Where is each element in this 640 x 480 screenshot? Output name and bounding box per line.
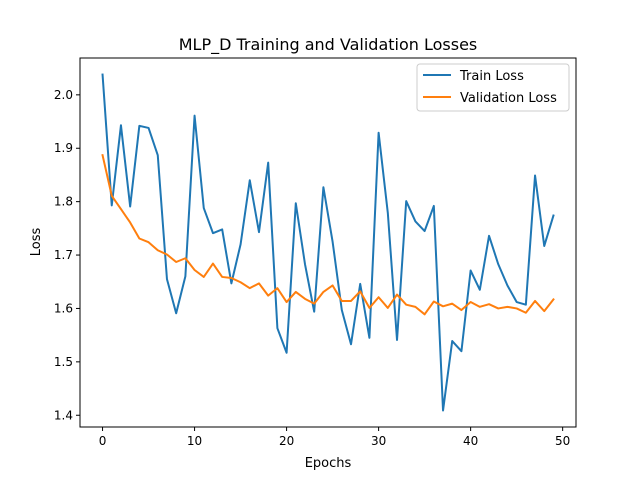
y-tick-label: 2.0 (54, 88, 73, 102)
x-tick-label: 40 (463, 434, 478, 448)
legend: Train Loss Validation Loss (416, 63, 570, 112)
y-tick-label: 1.7 (54, 248, 73, 262)
legend-label-validation-loss: Validation Loss (460, 91, 557, 106)
plot-series (101, 73, 555, 412)
x-tick-label: 20 (279, 434, 294, 448)
y-tick-label: 1.4 (54, 408, 73, 422)
y-tick-label: 1.5 (54, 355, 73, 369)
x-tick-label: 50 (555, 434, 570, 448)
y-tick-label: 1.6 (54, 301, 73, 315)
y-axis-ticks: 1.4 1.5 1.6 1.7 1.8 1.9 2.0 (54, 88, 80, 422)
x-axis-ticks: 0 10 20 30 40 50 (99, 427, 570, 448)
legend-label-train-loss: Train Loss (459, 69, 524, 84)
x-tick-label: 0 (99, 434, 107, 448)
series-line-train-loss (101, 73, 555, 412)
legend-box (416, 63, 570, 112)
chart-title: MLP_D Training and Validation Losses (179, 35, 478, 55)
y-tick-label: 1.8 (54, 195, 73, 209)
plot-area-frame (79, 57, 577, 428)
series-line-validation-loss (101, 153, 555, 316)
y-axis-label: Loss (29, 228, 44, 257)
x-tick-label: 10 (187, 434, 202, 448)
x-tick-label: 30 (371, 434, 386, 448)
x-axis-label: Epochs (305, 456, 352, 471)
y-tick-label: 1.9 (54, 141, 73, 155)
